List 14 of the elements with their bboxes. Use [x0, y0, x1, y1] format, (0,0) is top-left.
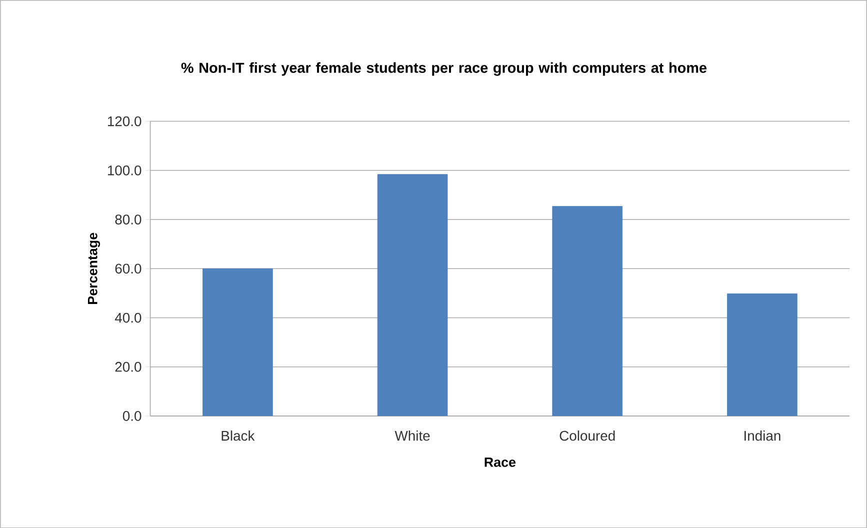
y-tick-label: 100.0 [108, 165, 142, 176]
x-axis-title: Race [484, 457, 516, 467]
y-tick-label: 60.0 [115, 264, 142, 274]
y-tick-label: 20.0 [115, 362, 142, 372]
y-tick-label: 0.0 [122, 410, 142, 421]
y-tick-label: 120.0 [108, 116, 142, 126]
x-tick-label: Coloured [560, 430, 615, 441]
chart-title: % Non-IT first year female students per race group with computers at home [181, 62, 707, 76]
x-tick-label: Indian [744, 430, 780, 441]
y-tick-label: 40.0 [114, 312, 142, 323]
x-tick-label: White [394, 430, 430, 441]
y-tick-label: 80.0 [115, 214, 142, 224]
x-tick-label: Black [222, 430, 255, 441]
y-axis-title: Percentage [88, 232, 100, 304]
